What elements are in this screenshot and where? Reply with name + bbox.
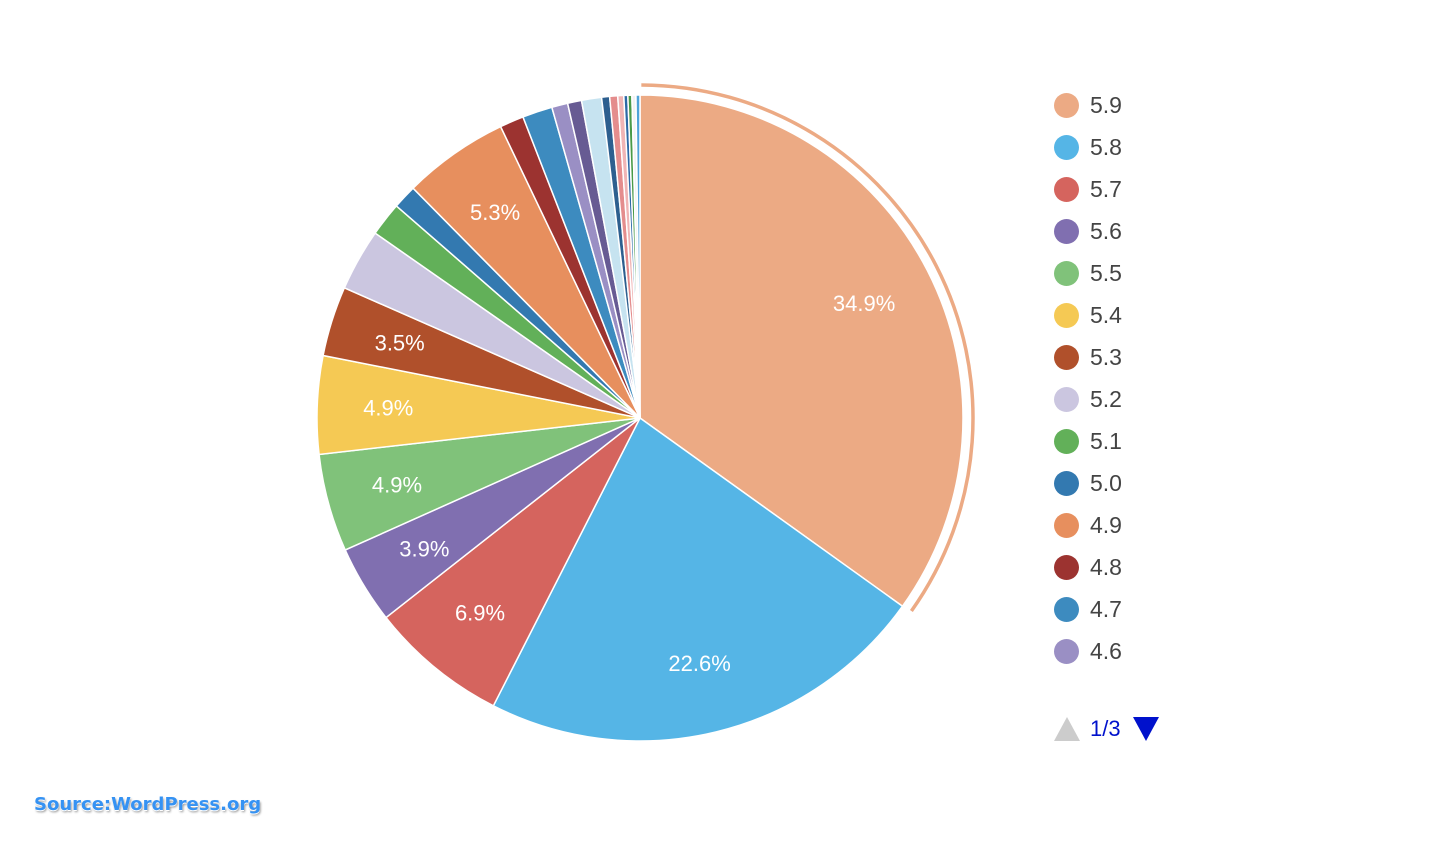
slice-label: 4.9%	[372, 472, 422, 497]
legend-swatch-icon	[1054, 638, 1079, 664]
legend-item[interactable]: 5.1	[1054, 420, 1122, 462]
pie-slice[interactable]	[639, 94, 964, 608]
slice-label: 34.9%	[833, 291, 895, 316]
legend-swatch-icon	[1054, 344, 1079, 370]
next-page-icon[interactable]	[1132, 717, 1159, 741]
legend-label: 5.4	[1090, 301, 1122, 328]
legend-swatch-icon	[1054, 386, 1079, 412]
legend-label: 4.9	[1090, 511, 1122, 538]
slice-label: 22.6%	[668, 651, 730, 676]
slice-label: 4.9%	[363, 396, 413, 421]
legend-swatch-icon	[1054, 554, 1079, 580]
legend-swatch-icon	[1054, 260, 1079, 286]
previous-page-icon	[1054, 717, 1080, 741]
pie-slice[interactable]	[635, 94, 641, 419]
slice-label: 3.5%	[375, 330, 425, 355]
legend-item[interactable]: 5.9	[1054, 84, 1122, 126]
source-link[interactable]: Source:WordPress.org	[34, 794, 262, 815]
legend-label: 5.1	[1090, 427, 1122, 454]
legend-label: 5.3	[1090, 343, 1122, 370]
legend-label: 4.8	[1090, 553, 1122, 580]
legend-label: 4.6	[1090, 637, 1122, 664]
legend-label: 5.5	[1090, 259, 1122, 286]
legend-swatch-icon	[1054, 596, 1079, 622]
legend-label: 5.8	[1090, 133, 1122, 160]
slice-highlight-ring	[641, 83, 975, 612]
legend-label: 5.7	[1090, 175, 1122, 202]
slice-label: 3.9%	[399, 536, 449, 561]
legend-swatch-icon	[1054, 176, 1079, 202]
legend-swatch-icon	[1054, 470, 1079, 496]
legend-swatch-icon	[1054, 428, 1079, 454]
pie-slice[interactable]	[492, 416, 904, 742]
legend-swatch-icon	[1054, 92, 1079, 118]
legend-item[interactable]: 5.2	[1054, 378, 1122, 420]
legend-item[interactable]: 5.8	[1054, 126, 1122, 168]
legend-item[interactable]: 4.8	[1054, 546, 1122, 588]
legend-label: 5.9	[1090, 91, 1122, 118]
legend-item[interactable]: 5.0	[1054, 462, 1122, 504]
legend-item[interactable]: 4.6	[1054, 630, 1122, 672]
legend-pager: 1/3	[1054, 716, 1159, 742]
legend-swatch-icon	[1054, 302, 1079, 328]
legend-label: 5.6	[1090, 217, 1122, 244]
legend-item[interactable]: 4.7	[1054, 588, 1122, 630]
slice-label: 6.9%	[455, 601, 505, 626]
legend-item[interactable]: 5.4	[1054, 294, 1122, 336]
legend-label: 5.0	[1090, 469, 1122, 496]
legend-swatch-icon	[1054, 218, 1079, 244]
legend-label: 4.7	[1090, 595, 1122, 622]
legend-item[interactable]: 5.7	[1054, 168, 1122, 210]
legend-swatch-icon	[1054, 134, 1079, 160]
legend: 5.9 5.8 5.7 5.6 5.5 5.4 5.3 5.2 5.1 5.0 4.9 4.8 4.7 4…	[1054, 84, 1122, 672]
legend-item[interactable]: 4.9	[1054, 504, 1122, 546]
slice-label: 5.3%	[470, 200, 520, 225]
legend-swatch-icon	[1054, 512, 1079, 538]
legend-item[interactable]: 5.3	[1054, 336, 1122, 378]
legend-item[interactable]: 5.6	[1054, 210, 1122, 252]
page-indicator: 1/3	[1090, 716, 1121, 741]
legend-label: 5.2	[1090, 385, 1122, 412]
pie-slice[interactable]	[384, 417, 641, 707]
legend-item[interactable]: 5.5	[1054, 252, 1122, 294]
